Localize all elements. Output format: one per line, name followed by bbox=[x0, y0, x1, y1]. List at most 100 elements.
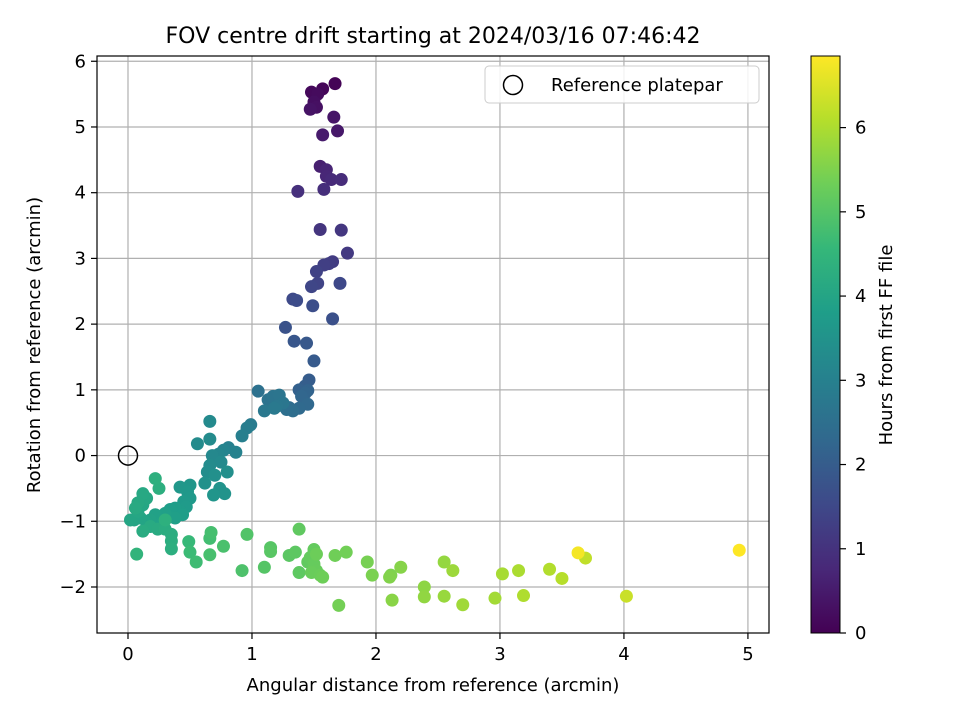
data-point bbox=[300, 336, 314, 350]
data-point bbox=[360, 555, 374, 569]
y-tick-label: 3 bbox=[75, 248, 86, 269]
data-point bbox=[203, 432, 217, 446]
colorbar-tick-label: 2 bbox=[855, 455, 866, 476]
y-tick-label: 5 bbox=[75, 117, 86, 138]
data-point bbox=[571, 546, 585, 560]
data-point bbox=[383, 570, 397, 584]
y-tick-label: 2 bbox=[75, 314, 86, 335]
data-point bbox=[394, 560, 408, 574]
data-point bbox=[456, 598, 470, 612]
y-tick-label: 4 bbox=[75, 183, 86, 204]
data-point bbox=[340, 246, 354, 260]
grid-lines bbox=[97, 56, 769, 633]
data-point bbox=[555, 571, 569, 585]
data-points bbox=[123, 77, 746, 612]
data-point bbox=[446, 564, 460, 578]
data-point bbox=[309, 265, 323, 279]
data-point bbox=[288, 545, 302, 559]
data-point bbox=[216, 539, 230, 553]
legend: Reference platepar bbox=[484, 65, 760, 104]
data-point bbox=[732, 543, 746, 557]
data-point bbox=[148, 472, 162, 486]
data-point bbox=[309, 547, 323, 561]
data-point bbox=[257, 404, 271, 418]
data-point bbox=[512, 564, 526, 578]
data-point bbox=[168, 511, 182, 525]
colorbar-tick-label: 6 bbox=[855, 118, 866, 139]
y-tick-label: 1 bbox=[75, 380, 86, 401]
data-point bbox=[291, 184, 305, 198]
data-point bbox=[292, 566, 306, 580]
data-point bbox=[437, 589, 451, 603]
data-point bbox=[292, 522, 306, 536]
data-point bbox=[290, 293, 304, 307]
x-tick-label: 2 bbox=[370, 644, 381, 665]
data-point bbox=[417, 580, 431, 594]
colorbar-tick-label: 3 bbox=[855, 370, 866, 391]
x-tick-label: 0 bbox=[122, 644, 133, 665]
data-point bbox=[365, 568, 379, 582]
data-point bbox=[328, 548, 342, 562]
data-point bbox=[334, 173, 348, 187]
data-point bbox=[303, 102, 317, 116]
data-point bbox=[543, 562, 557, 576]
x-axis-label: Angular distance from reference (arcmin) bbox=[247, 675, 620, 696]
data-point bbox=[385, 593, 399, 607]
data-point bbox=[203, 414, 217, 428]
data-point bbox=[333, 276, 347, 290]
data-point bbox=[307, 354, 321, 368]
y-tick-label: 6 bbox=[75, 51, 86, 72]
data-point bbox=[182, 535, 196, 549]
y-tick-label: −2 bbox=[59, 577, 86, 598]
data-point bbox=[437, 555, 451, 569]
y-tick-label: 0 bbox=[75, 446, 86, 467]
legend-marker bbox=[502, 74, 524, 96]
x-axis-ticks: 0 1 2 3 4 5 bbox=[122, 633, 754, 665]
data-point bbox=[130, 547, 144, 561]
colorbar-label: Hours from first FF file bbox=[876, 245, 897, 446]
data-point bbox=[334, 223, 348, 237]
data-point bbox=[198, 476, 212, 490]
chart-title: FOV centre drift starting at 2024/03/16 … bbox=[166, 24, 701, 49]
data-point bbox=[240, 527, 254, 541]
data-point bbox=[331, 124, 345, 138]
data-point bbox=[619, 589, 633, 603]
data-point bbox=[203, 548, 217, 562]
data-point bbox=[304, 280, 318, 294]
data-point bbox=[189, 555, 203, 569]
legend-label: Reference platepar bbox=[551, 75, 723, 96]
data-point bbox=[495, 567, 509, 581]
data-point bbox=[332, 598, 346, 612]
data-point bbox=[316, 570, 330, 584]
colorbar-tick-label: 4 bbox=[855, 286, 866, 307]
colorbar: 0 1 2 3 4 5 6 Hours from first FF file bbox=[810, 55, 897, 644]
x-tick-label: 4 bbox=[618, 644, 629, 665]
data-point bbox=[313, 222, 327, 236]
data-point bbox=[229, 445, 243, 459]
x-tick-label: 3 bbox=[494, 644, 505, 665]
data-point bbox=[235, 564, 249, 578]
data-point bbox=[316, 128, 330, 142]
data-point bbox=[306, 299, 320, 313]
data-point bbox=[183, 545, 197, 559]
data-point bbox=[488, 591, 502, 605]
legend-box bbox=[484, 65, 760, 104]
data-point bbox=[214, 455, 228, 469]
data-point bbox=[208, 468, 222, 482]
colorbar-ticks: 0 1 2 3 4 5 6 bbox=[840, 118, 866, 644]
data-point bbox=[164, 542, 178, 556]
colorbar-gradient bbox=[810, 55, 841, 634]
colorbar-tick-label: 0 bbox=[855, 623, 866, 644]
data-point bbox=[317, 182, 331, 196]
plot-frame bbox=[96, 55, 770, 634]
y-tick-label: −1 bbox=[59, 511, 86, 532]
data-point bbox=[328, 77, 342, 91]
data-point bbox=[267, 401, 281, 415]
data-point bbox=[207, 488, 221, 502]
data-point bbox=[204, 525, 218, 539]
data-point bbox=[278, 320, 292, 334]
data-point bbox=[158, 513, 172, 527]
data-point bbox=[339, 545, 353, 559]
data-point bbox=[251, 384, 265, 398]
